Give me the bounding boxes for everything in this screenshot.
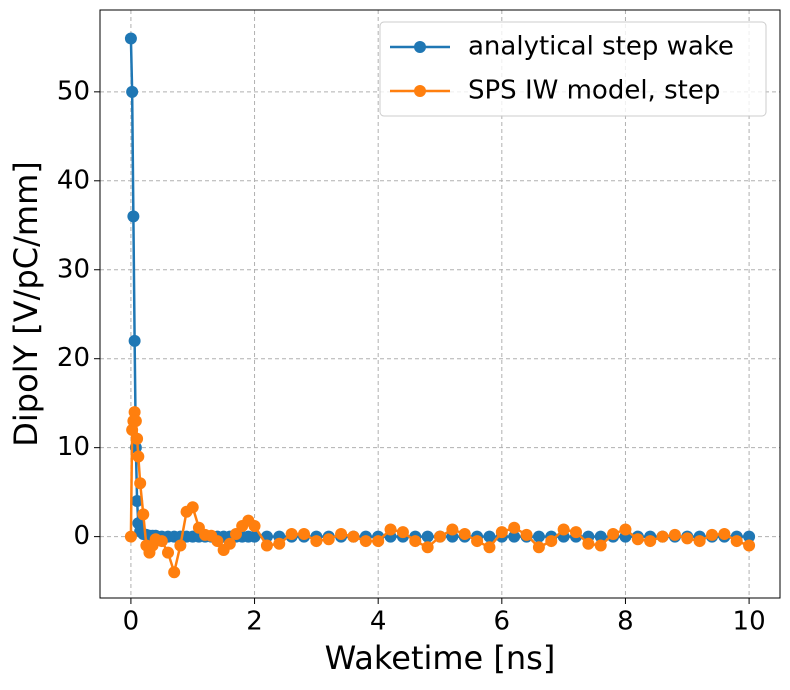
series-marker bbox=[706, 528, 718, 541]
series-marker bbox=[409, 535, 422, 548]
series-marker bbox=[668, 528, 681, 541]
series-marker bbox=[681, 532, 694, 545]
y-axis-label: DipolY [V/pC/mm] bbox=[7, 161, 45, 446]
series-marker bbox=[421, 530, 434, 543]
series-marker bbox=[743, 530, 756, 543]
series-marker bbox=[532, 530, 545, 543]
series-marker bbox=[248, 519, 261, 532]
series-marker bbox=[434, 530, 446, 543]
series-marker bbox=[718, 527, 731, 540]
series-marker bbox=[285, 527, 298, 540]
y-tick-label: 20 bbox=[57, 343, 90, 373]
series-marker bbox=[656, 530, 669, 543]
series-marker bbox=[260, 539, 273, 552]
series-marker bbox=[396, 526, 409, 539]
series-marker bbox=[134, 477, 147, 490]
legend-marker bbox=[414, 41, 426, 53]
series-marker bbox=[132, 450, 145, 463]
series-marker bbox=[483, 541, 496, 554]
series-marker bbox=[131, 495, 144, 508]
y-tick-label: 0 bbox=[73, 521, 90, 551]
series-marker bbox=[137, 508, 150, 521]
series-marker bbox=[126, 85, 139, 98]
series-marker bbox=[471, 535, 484, 548]
series-marker bbox=[619, 523, 632, 536]
series-marker bbox=[174, 539, 187, 552]
y-tick-label: 50 bbox=[57, 76, 90, 106]
series-marker bbox=[162, 546, 174, 559]
y-tick-label: 30 bbox=[57, 254, 90, 284]
series-marker bbox=[186, 501, 199, 514]
y-tick-label: 10 bbox=[57, 432, 90, 462]
legend-label: SPS IW model, step bbox=[468, 76, 720, 106]
series-marker bbox=[644, 535, 657, 548]
x-tick-label: 0 bbox=[123, 607, 140, 637]
series-marker bbox=[322, 533, 335, 546]
series-marker bbox=[273, 537, 286, 550]
series-marker bbox=[483, 530, 496, 543]
series-marker bbox=[372, 535, 385, 548]
series-marker bbox=[211, 535, 224, 548]
series-marker bbox=[446, 523, 459, 536]
series-marker bbox=[124, 32, 137, 45]
series-marker bbox=[458, 527, 471, 540]
series-marker bbox=[335, 527, 348, 540]
series-marker bbox=[384, 523, 397, 536]
series-marker bbox=[508, 530, 521, 543]
x-tick-label: 2 bbox=[246, 607, 263, 637]
series-marker bbox=[168, 566, 181, 579]
series-marker bbox=[421, 541, 434, 554]
series bbox=[124, 406, 756, 579]
series-marker bbox=[495, 526, 508, 539]
series-marker bbox=[129, 414, 142, 427]
series-marker bbox=[607, 527, 620, 540]
series-marker bbox=[693, 535, 706, 548]
legend-marker bbox=[414, 85, 426, 97]
series-marker bbox=[631, 533, 644, 546]
series-marker bbox=[128, 334, 141, 347]
series-marker bbox=[520, 528, 533, 541]
series-marker bbox=[743, 539, 756, 552]
series-marker bbox=[730, 535, 743, 548]
plot-frame bbox=[99, 9, 781, 599]
series-marker bbox=[594, 539, 607, 552]
series-marker bbox=[131, 432, 144, 445]
x-tick-label: 6 bbox=[494, 607, 511, 637]
series-marker bbox=[347, 530, 360, 543]
series-marker bbox=[127, 210, 140, 223]
series-marker bbox=[128, 406, 141, 419]
series-marker bbox=[545, 535, 558, 548]
series-marker bbox=[124, 530, 137, 543]
x-tick-label: 8 bbox=[617, 607, 634, 637]
series-marker bbox=[508, 521, 521, 534]
x-tick-label: 10 bbox=[733, 607, 766, 637]
series-marker bbox=[298, 527, 310, 540]
legend-label: analytical step wake bbox=[468, 32, 734, 62]
y-tick-label: 40 bbox=[57, 165, 90, 195]
series-marker bbox=[359, 535, 372, 548]
legend-box bbox=[379, 21, 767, 117]
series-marker bbox=[310, 535, 323, 548]
series-marker bbox=[557, 523, 570, 536]
series-marker bbox=[155, 535, 168, 548]
x-axis-label: Waketime [ns] bbox=[325, 639, 556, 677]
series-marker bbox=[223, 537, 236, 550]
series-marker bbox=[594, 530, 607, 543]
series-marker bbox=[532, 541, 545, 554]
series-marker bbox=[582, 537, 595, 550]
x-tick-label: 4 bbox=[370, 607, 387, 637]
series-marker bbox=[248, 530, 261, 543]
series-marker bbox=[570, 526, 582, 539]
